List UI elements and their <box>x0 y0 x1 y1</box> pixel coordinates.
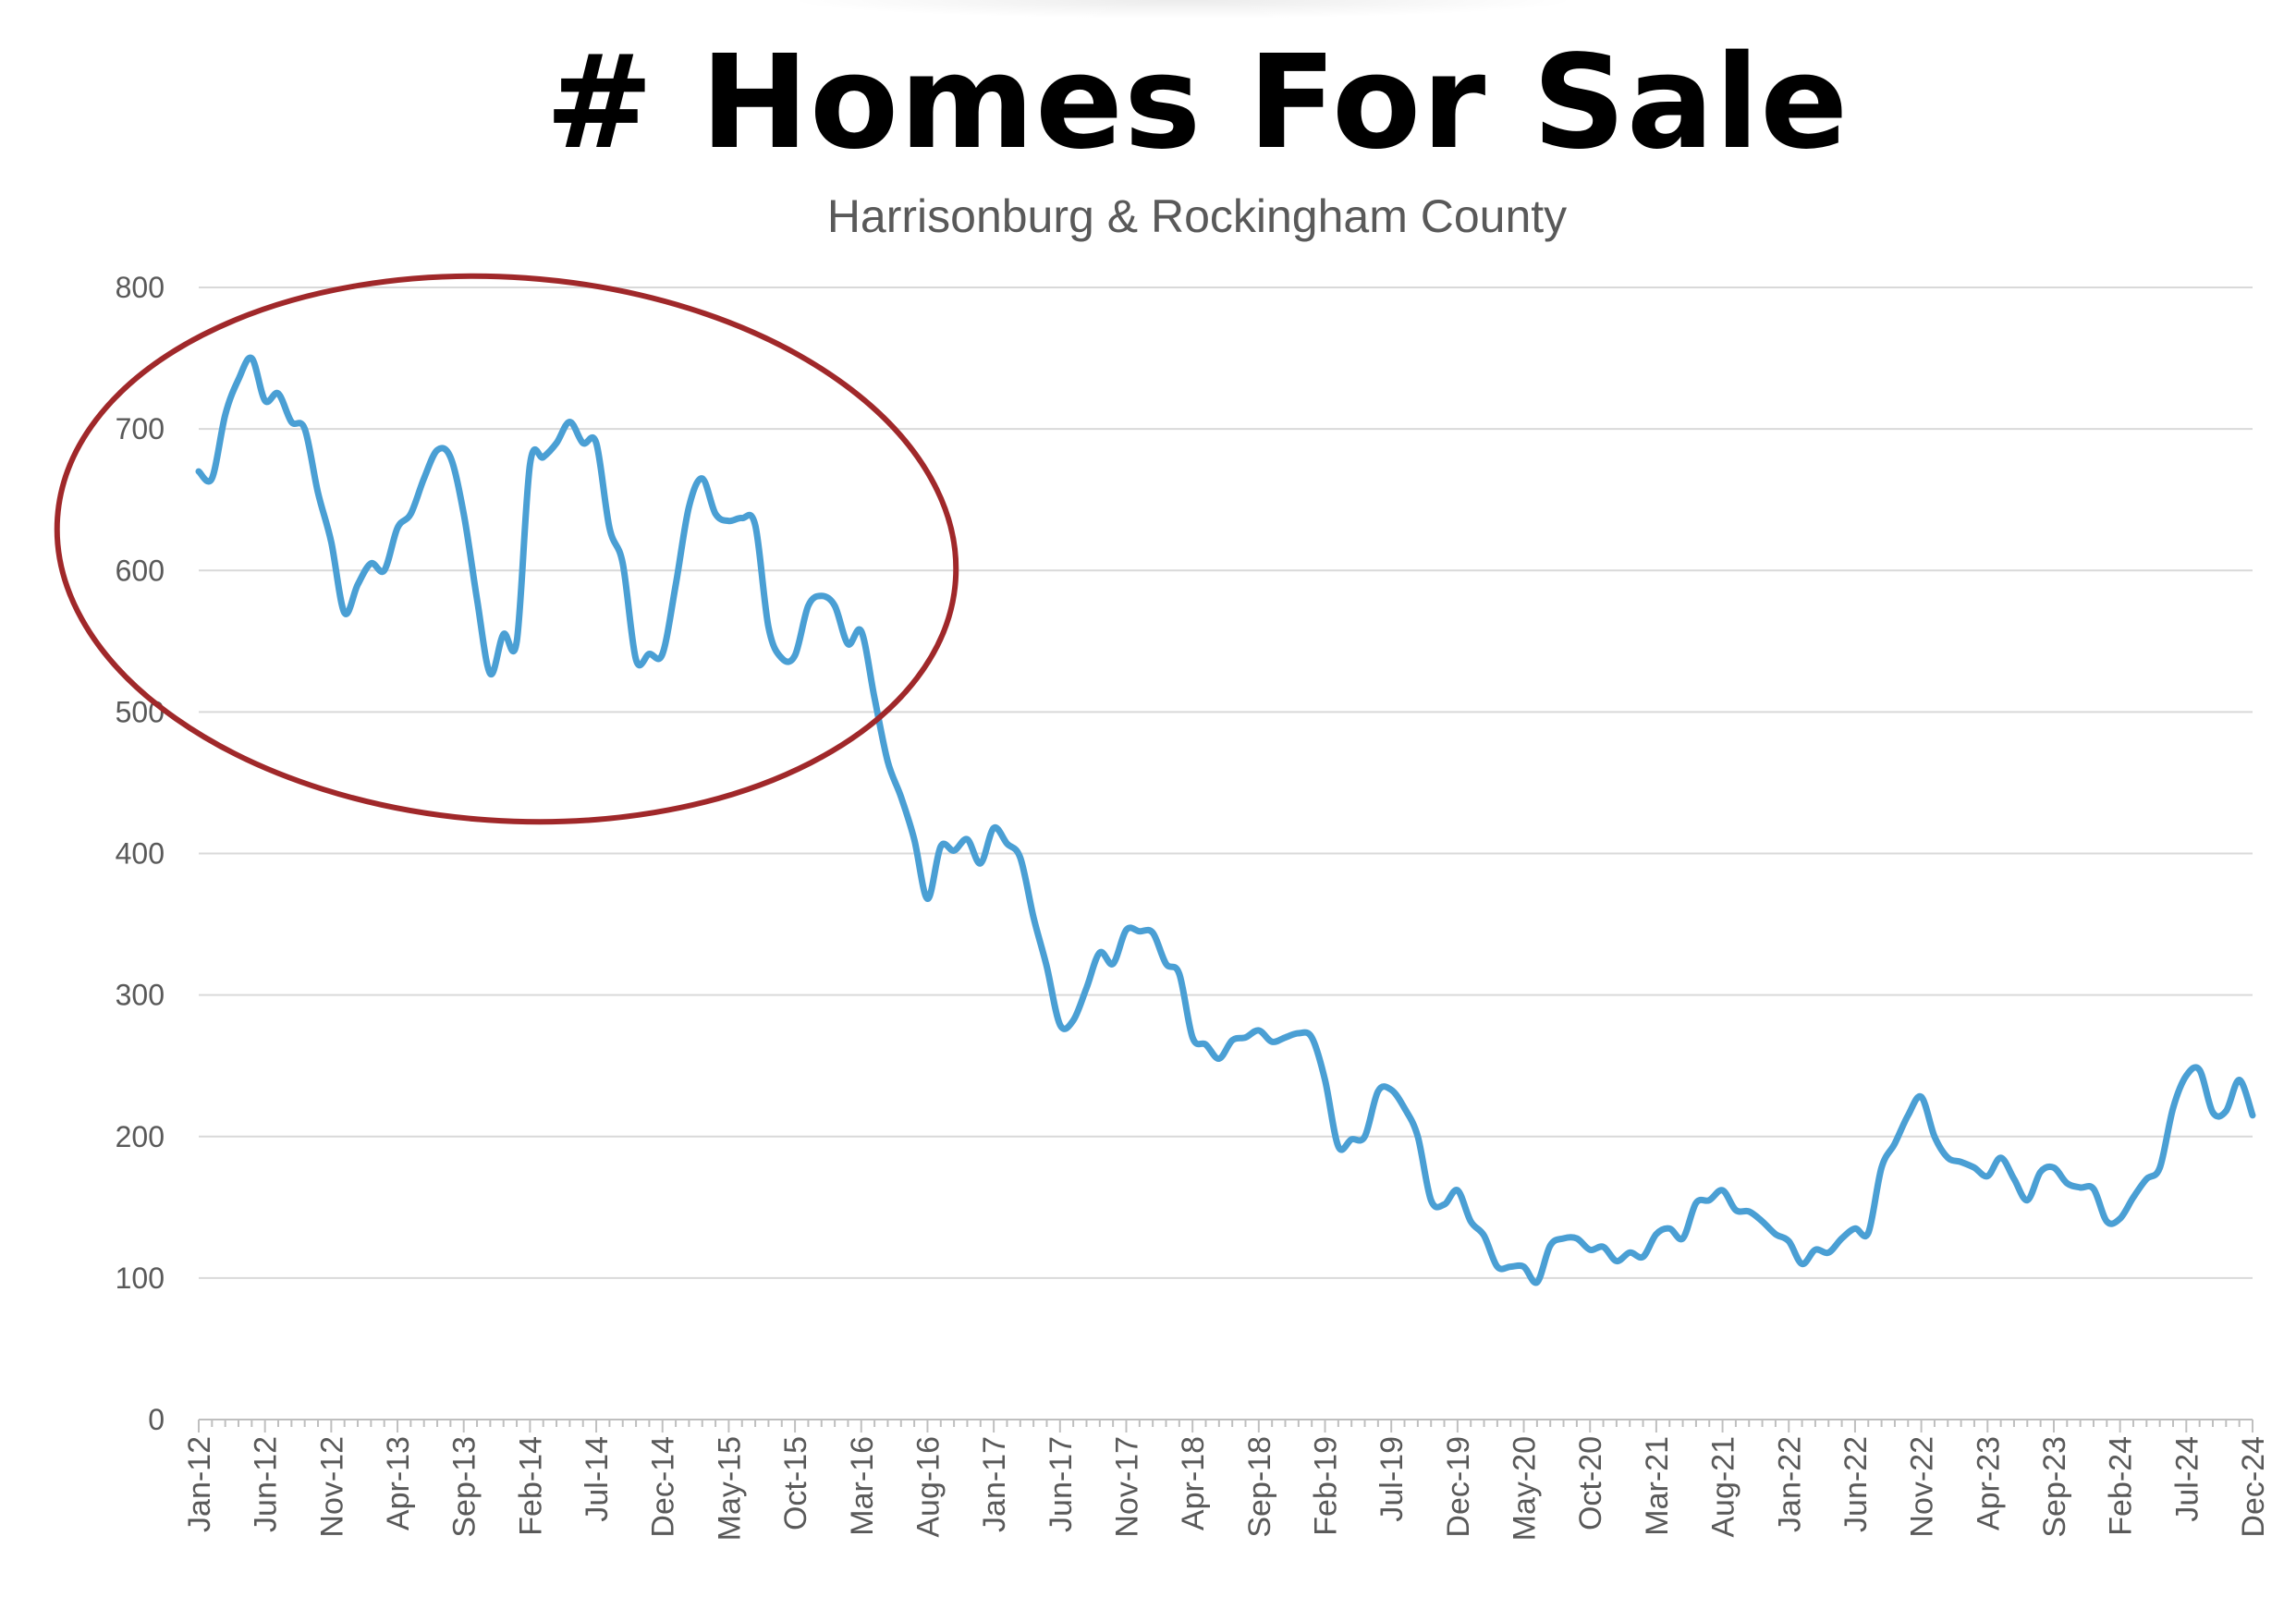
x-tick-label: Jul-24 <box>2169 1436 2204 1522</box>
x-tick-label: Dec-24 <box>2236 1436 2271 1538</box>
x-tick-label: Nov-12 <box>314 1436 349 1538</box>
x-tick-label: Jun-22 <box>1838 1436 1874 1532</box>
y-tick-label-0: 0 <box>148 1403 165 1436</box>
x-tick-label: May-15 <box>712 1436 747 1541</box>
x-tick-label: Aug-21 <box>1706 1436 1741 1538</box>
y-axis: 0 100 200 300 400 500 600 700 800 <box>116 271 165 1436</box>
x-tick-label: Aug-16 <box>910 1436 946 1538</box>
x-tick-label: Apr-18 <box>1176 1436 1211 1530</box>
x-tick-label: Dec-14 <box>646 1436 681 1538</box>
x-tick-label: Sep-13 <box>447 1436 482 1538</box>
x-tick-label: Mar-21 <box>1640 1436 1675 1536</box>
x-tick-label: Feb-14 <box>513 1436 548 1536</box>
x-tick-label: Feb-24 <box>2104 1436 2139 1536</box>
x-tick-label: Mar-16 <box>845 1436 880 1536</box>
x-tick-label: Oct-15 <box>778 1436 813 1530</box>
x-tick-label: Jun-12 <box>249 1436 284 1532</box>
y-tick-label-500: 500 <box>116 695 165 728</box>
x-tick-label: Sep-23 <box>2037 1436 2072 1538</box>
x-tick-label: Dec-19 <box>1441 1436 1476 1538</box>
series-line-homes-for-sale <box>195 354 2256 1286</box>
y-tick-label-600: 600 <box>116 554 165 587</box>
x-axis: Jan-12 Jun-12 Nov-12 Apr-13 Sep-13 Feb-14 Jul-… <box>182 1419 2271 1541</box>
x-tick-label: Nov-22 <box>1905 1436 1940 1538</box>
series-group <box>195 354 2256 1286</box>
gridlines <box>199 286 2253 1279</box>
y-tick-label-300: 300 <box>116 979 165 1012</box>
top-shadow <box>786 0 1581 18</box>
annotation-ellipse <box>54 273 959 825</box>
x-tick-label: Feb-19 <box>1309 1436 1344 1536</box>
x-tick-label: Sep-18 <box>1242 1436 1277 1538</box>
x-tick-label: Jul-19 <box>1374 1436 1410 1522</box>
x-tick-label: Oct-20 <box>1573 1436 1608 1530</box>
x-tick-label: Nov-17 <box>1109 1436 1144 1538</box>
y-tick-label-700: 700 <box>116 412 165 445</box>
y-tick-label-800: 800 <box>116 271 165 304</box>
x-tick-label: May-20 <box>1508 1436 1543 1541</box>
x-tick-label: Apr-13 <box>381 1436 416 1530</box>
x-tick-label: Jan-17 <box>977 1436 1012 1532</box>
chart-subtitle: Harrisonburg & Rockingham County <box>826 190 1568 242</box>
x-tick-label: Jan-12 <box>182 1436 217 1532</box>
y-tick-label-200: 200 <box>116 1120 165 1153</box>
y-tick-label-100: 100 <box>116 1262 165 1295</box>
x-tick-label: Jul-14 <box>580 1436 615 1522</box>
x-tick-label: Jun-17 <box>1044 1436 1079 1532</box>
annotation-group <box>54 273 959 825</box>
chart-title: # Homes For Sale <box>544 28 1850 178</box>
x-tick-label: Jan-22 <box>1772 1436 1807 1532</box>
y-tick-label-400: 400 <box>116 837 165 871</box>
x-tick-label: Apr-23 <box>1971 1436 2006 1530</box>
